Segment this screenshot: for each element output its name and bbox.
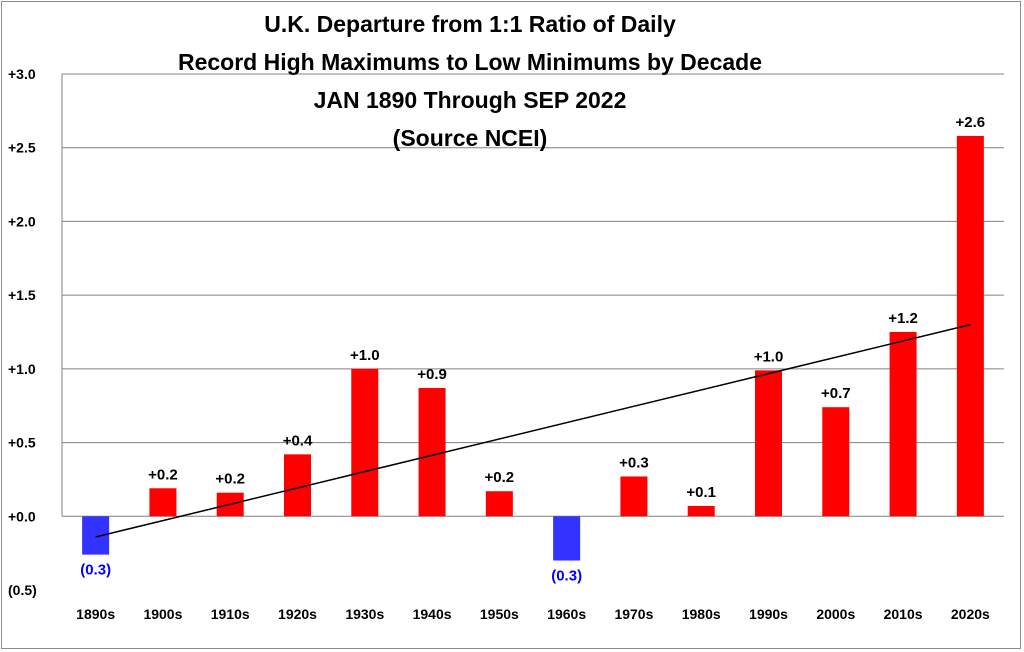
y-tick-label: (0.5) [8,582,37,598]
x-tick-label: 1920s [278,606,317,622]
x-tick-label: 1890s [76,606,115,622]
y-axis-ticks: +3.0 +2.5 +2.0 +1.5 +1.0 +0.5 +0.0 (0.5) [8,66,37,598]
x-tick-label: 2010s [884,606,923,622]
trendline [95,323,971,538]
bar [755,370,782,517]
x-tick-label: 2020s [951,606,990,622]
data-label: +1.0 [350,347,380,364]
data-label: +1.0 [754,348,784,365]
bar [620,476,648,517]
trendline-line [95,323,971,538]
bar [889,332,917,517]
data-label: +0.4 [283,432,313,449]
data-label: +0.7 [821,385,851,402]
y-tick-label: +3.0 [8,66,36,82]
x-tick-label: 1900s [143,606,182,622]
y-tick-label: +2.0 [8,213,36,229]
y-tick-label: +0.0 [8,508,36,524]
y-tick-label: +2.5 [8,140,36,156]
x-tick-label: 2000s [816,606,855,622]
data-label: (0.3) [80,562,111,579]
data-label: +1.2 [888,310,918,327]
bars [82,135,984,561]
x-axis-ticks: 1890s 1900s 1910s 1920s 1930s 1940s 1950s 1960s… [76,606,990,622]
title-line-3: JAN 1890 Through SEP 2022 [314,87,627,113]
data-labels: (0.3) +0.2 +0.2 +0.4 +1.0 +0.9 +0.2 (0.3) +0.3 +0… [80,114,985,585]
data-label: +0.1 [686,484,716,501]
x-tick-label: 1980s [682,606,721,622]
chart-title: U.K. Departure from 1:1 Ratio of Daily R… [178,11,762,151]
y-tick-label: +0.5 [8,435,36,451]
x-tick-label: 1970s [614,606,653,622]
data-label: +0.3 [619,454,649,471]
x-tick-label: 1930s [345,606,384,622]
bar [822,407,850,517]
x-tick-label: 1960s [547,606,586,622]
x-tick-label: 1940s [413,606,452,622]
bar [485,491,513,517]
x-tick-label: 1990s [749,606,788,622]
x-tick-label: 1950s [480,606,519,622]
bar [553,516,581,561]
data-label: +0.9 [417,366,447,383]
data-label: +0.2 [215,471,245,488]
data-label: +2.6 [956,114,986,131]
x-tick-label: 1910s [211,606,250,622]
data-label: +0.2 [148,466,178,483]
y-tick-label: +1.5 [8,287,36,303]
y-tick-label: +1.0 [8,361,36,377]
title-line-1: U.K. Departure from 1:1 Ratio of Daily [264,11,676,37]
bar [418,388,446,517]
bar [351,368,379,517]
title-line-2: Record High Maximums to Low Minimums by … [178,49,762,75]
bar [956,135,984,517]
data-label: (0.3) [551,568,582,585]
bar [82,516,110,555]
bar [687,505,715,517]
data-label: +0.2 [485,469,515,486]
bar [149,488,177,517]
title-line-4: (Source NCEI) [393,125,548,151]
